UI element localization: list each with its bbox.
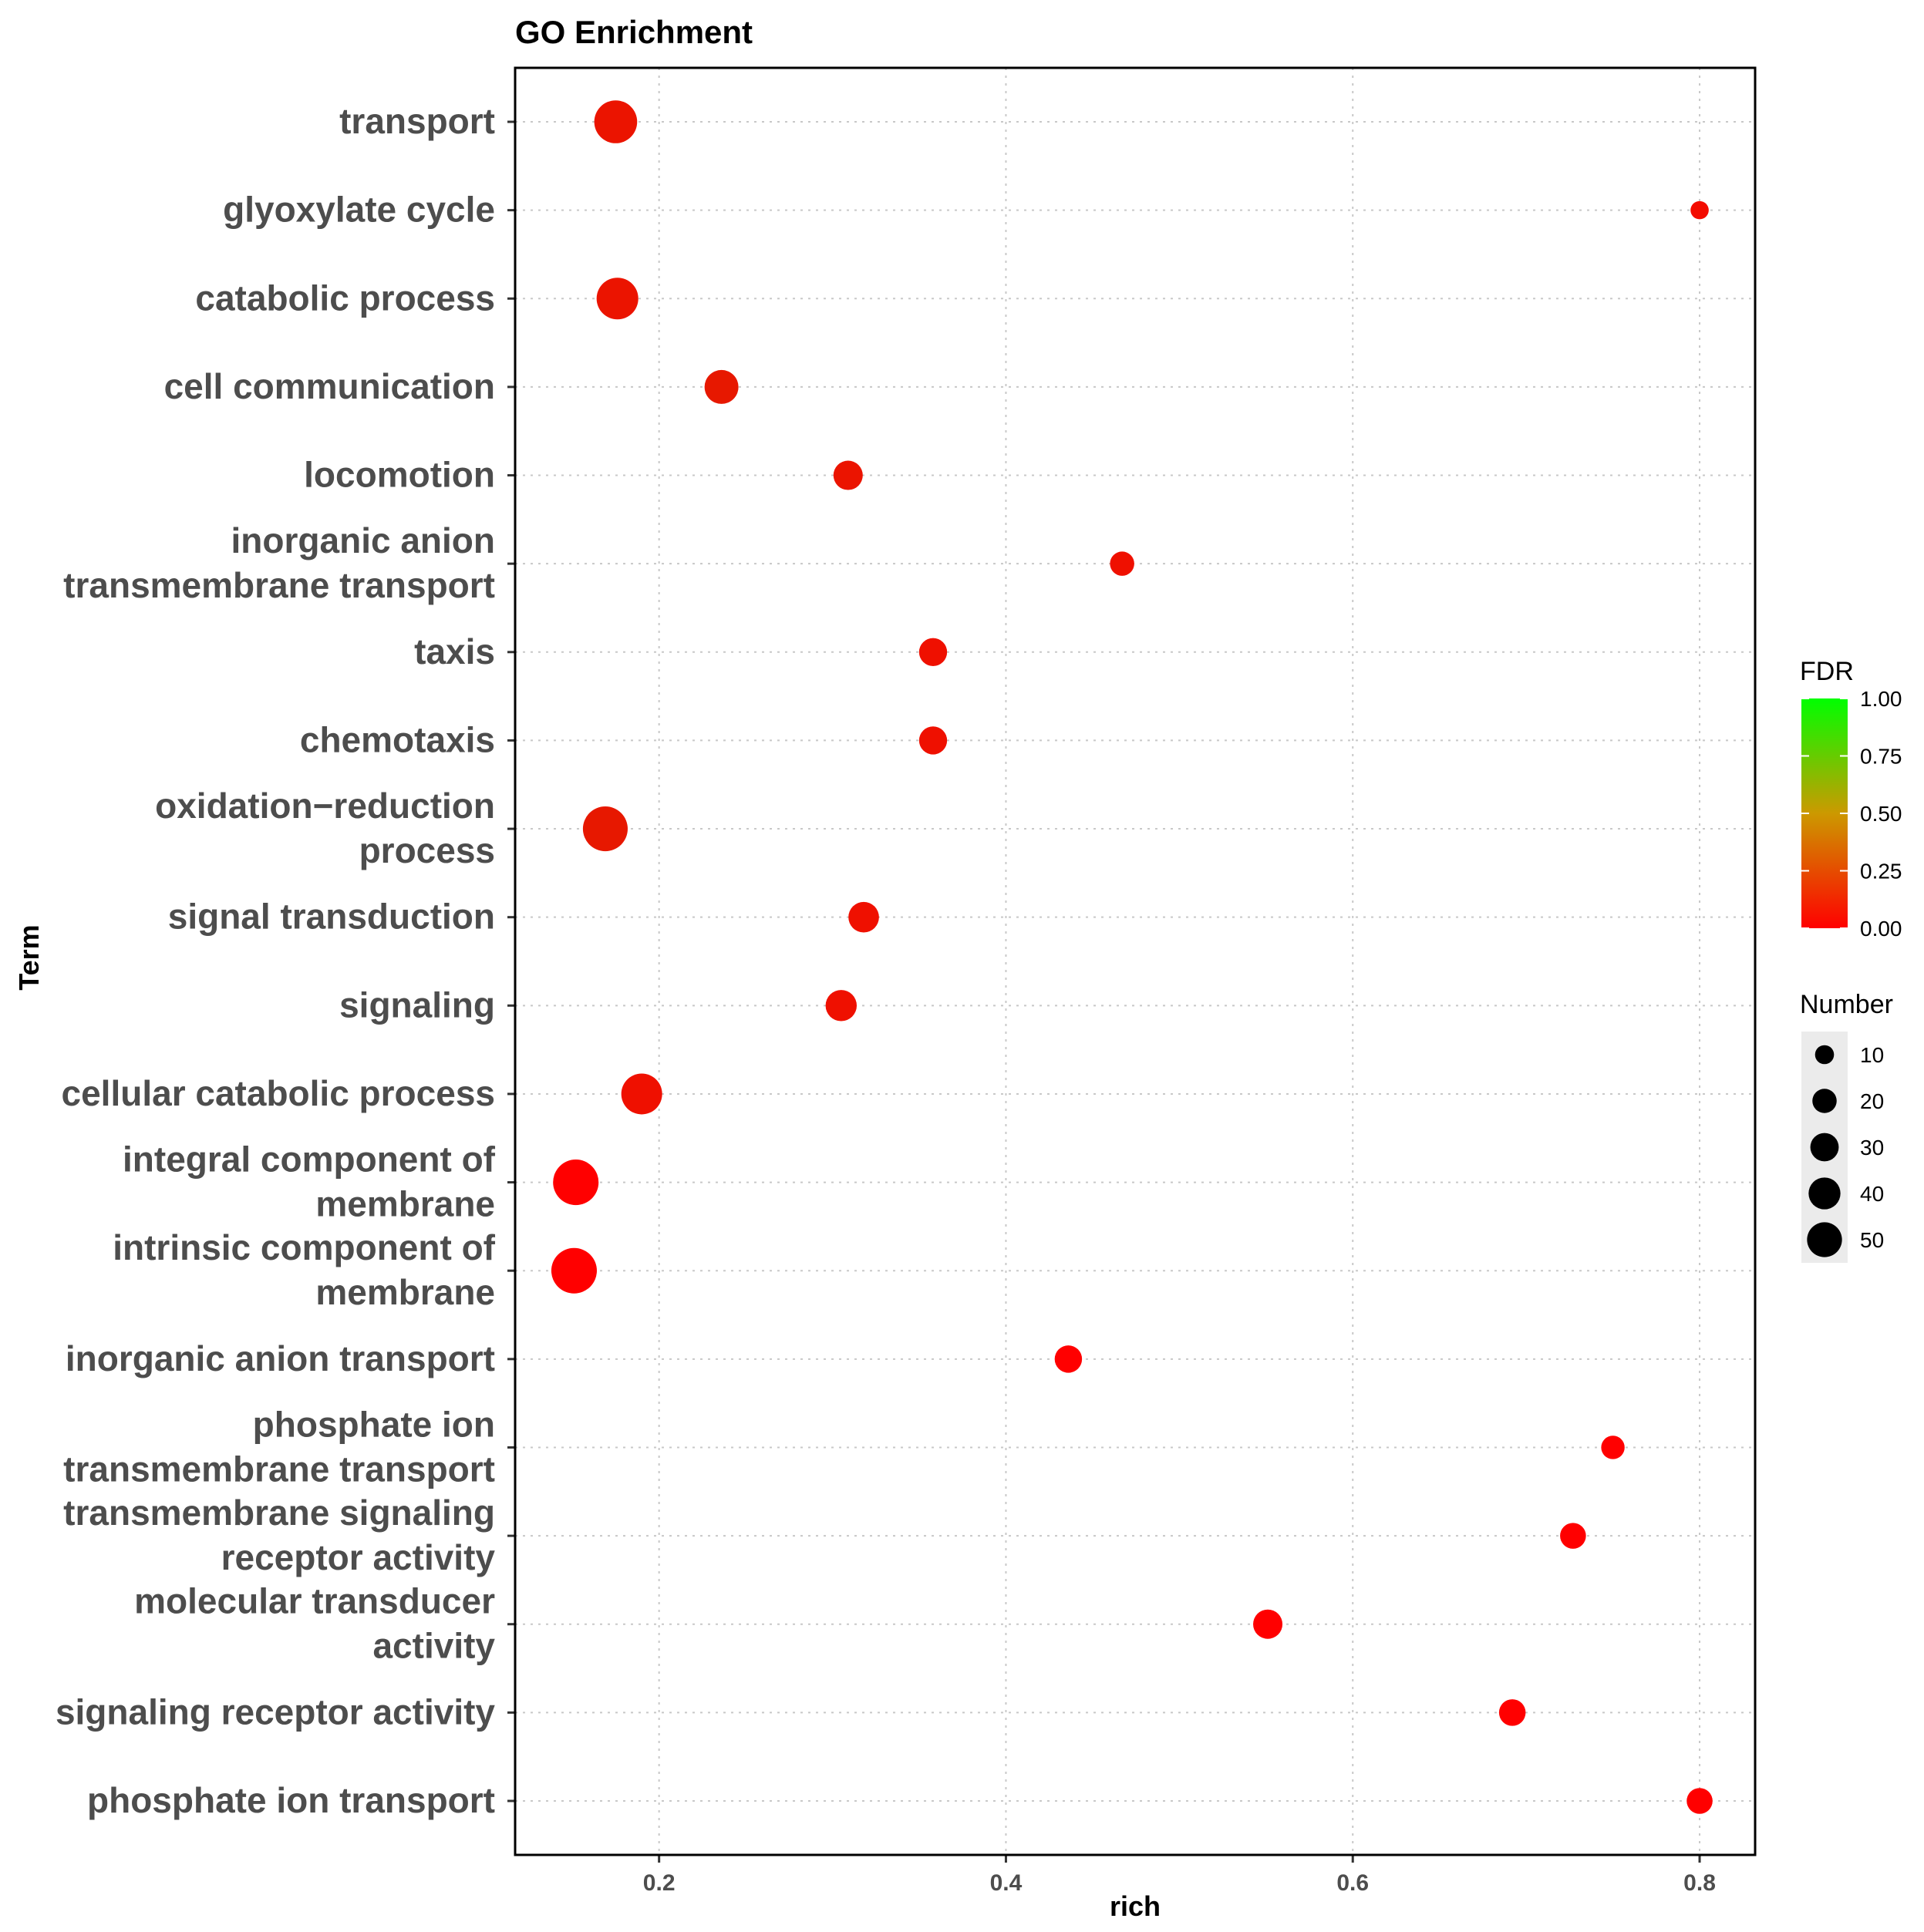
x-tick-label: 0.4 bbox=[990, 1870, 1023, 1896]
x-tick-label: 0.8 bbox=[1683, 1870, 1716, 1896]
y-tick-label: inorganic anion transport bbox=[66, 1338, 495, 1378]
y-tick-label: inorganic anion bbox=[231, 520, 495, 560]
y-tick-label: cell communication bbox=[164, 366, 495, 406]
data-point bbox=[1110, 551, 1134, 576]
size-legend-dot bbox=[1812, 1089, 1837, 1113]
y-tick-label: catabolic process bbox=[195, 278, 495, 318]
data-point bbox=[594, 100, 638, 143]
data-point bbox=[825, 990, 858, 1022]
data-point bbox=[848, 901, 879, 933]
plot-panel-border bbox=[514, 66, 1757, 1856]
size-legend-label: 30 bbox=[1860, 1136, 1884, 1160]
data-point bbox=[704, 369, 739, 404]
data-point bbox=[553, 1160, 599, 1206]
size-legend-label: 10 bbox=[1860, 1043, 1884, 1067]
y-tick-label: intrinsic component of bbox=[113, 1227, 495, 1267]
data-point bbox=[918, 726, 948, 755]
points-layer bbox=[551, 100, 1713, 1814]
size-legend-dot bbox=[1814, 1045, 1835, 1065]
data-point bbox=[596, 278, 639, 320]
fdr-tick-label: 0.75 bbox=[1860, 745, 1902, 769]
data-point bbox=[1560, 1523, 1586, 1549]
data-point bbox=[1690, 200, 1709, 220]
y-tick-label: chemotaxis bbox=[300, 719, 495, 759]
y-tick-label: signaling bbox=[339, 985, 495, 1025]
grid-layer bbox=[515, 68, 1755, 1855]
x-axis: 0.2 0.4 0.6 0.8 bbox=[643, 1855, 1716, 1896]
data-point bbox=[551, 1247, 597, 1294]
data-point bbox=[918, 638, 948, 666]
data-point bbox=[833, 460, 863, 490]
fdr-tick-label: 0.00 bbox=[1860, 917, 1902, 941]
y-tick-label: process bbox=[359, 830, 495, 870]
size-legend-label: 20 bbox=[1860, 1089, 1884, 1113]
y-tick-label: integral component of bbox=[123, 1139, 496, 1180]
data-point bbox=[582, 806, 628, 852]
fdr-color-legend: FDR 1.00 0.75 0.50 0.25 0.00 bbox=[1800, 657, 1902, 941]
y-tick-label: phosphate ion transport bbox=[87, 1780, 495, 1820]
fdr-tick-label: 0.25 bbox=[1860, 860, 1902, 884]
y-tick-labels: transport glyoxylate cycle catabolic proce… bbox=[56, 101, 515, 1820]
data-point bbox=[1498, 1699, 1526, 1726]
number-size-legend: Number 10 20 30 40 50 bbox=[1800, 990, 1893, 1263]
y-tick-label: transmembrane signaling bbox=[63, 1493, 495, 1533]
y-axis-title: Term bbox=[13, 924, 45, 990]
data-point bbox=[1253, 1609, 1283, 1639]
fdr-tick-label: 0.50 bbox=[1860, 802, 1902, 826]
size-legend-dot bbox=[1808, 1177, 1841, 1210]
data-point bbox=[621, 1073, 662, 1115]
y-tick-label: transmembrane transport bbox=[63, 1449, 495, 1489]
y-tick-label: molecular transducer bbox=[134, 1581, 495, 1621]
y-tick-label: membrane bbox=[315, 1272, 495, 1312]
x-axis-title: rich bbox=[1110, 1890, 1161, 1922]
y-tick-label: oxidation−reduction bbox=[155, 786, 495, 826]
y-tick-label: membrane bbox=[315, 1184, 495, 1224]
y-tick-label: transport bbox=[339, 101, 495, 141]
fdr-legend-title: FDR bbox=[1800, 657, 1854, 686]
size-legend-label: 40 bbox=[1860, 1182, 1884, 1206]
y-tick-label: locomotion bbox=[304, 455, 495, 495]
y-tick-label: taxis bbox=[414, 631, 495, 671]
size-legend-dot bbox=[1807, 1222, 1842, 1257]
y-tick-label: phosphate ion bbox=[253, 1404, 495, 1444]
y-tick-label: receptor activity bbox=[221, 1537, 496, 1577]
size-legend-label: 50 bbox=[1860, 1228, 1884, 1252]
x-tick-label: 0.2 bbox=[643, 1870, 676, 1896]
y-tick-label: cellular catabolic process bbox=[62, 1073, 496, 1113]
fdr-tick-label: 1.00 bbox=[1860, 687, 1902, 711]
number-legend-title: Number bbox=[1800, 990, 1893, 1019]
chart-title: GO Enrichment bbox=[515, 14, 753, 50]
x-tick-label: 0.6 bbox=[1336, 1870, 1369, 1896]
data-point bbox=[1686, 1788, 1713, 1814]
data-point bbox=[1601, 1436, 1625, 1459]
y-tick-label: activity bbox=[372, 1626, 495, 1666]
size-legend-dot bbox=[1810, 1133, 1839, 1162]
y-tick-label: transmembrane transport bbox=[63, 565, 495, 605]
y-tick-label: signaling receptor activity bbox=[56, 1691, 495, 1732]
y-tick-label: signal transduction bbox=[168, 897, 495, 937]
y-tick-label: glyoxylate cycle bbox=[223, 190, 495, 230]
data-point bbox=[1054, 1345, 1083, 1373]
